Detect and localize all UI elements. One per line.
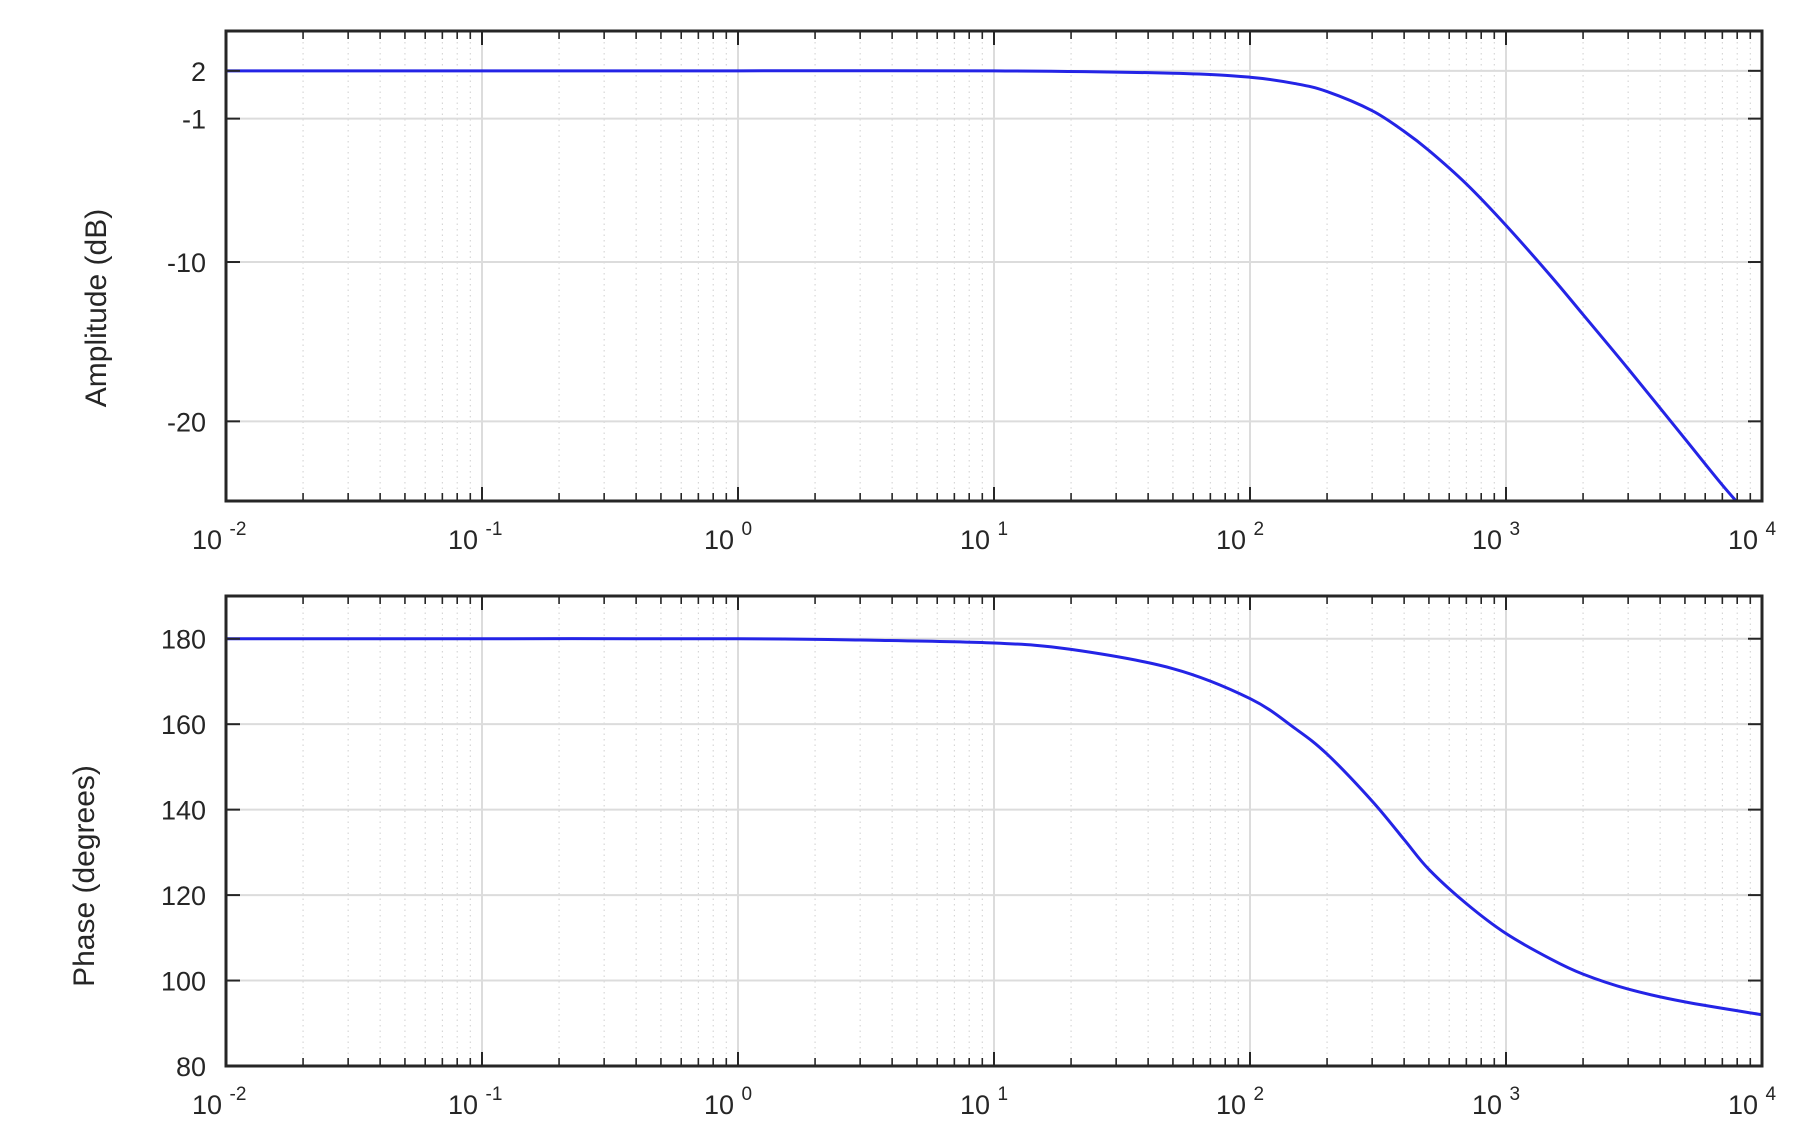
y-tick-label: 2 [191, 57, 206, 87]
y-tick-label: -20 [167, 407, 206, 437]
x-tick-label: 10 -2 [192, 519, 246, 555]
labels-layer: 10 -2 10 -1 10 0 10 1 10 2 10 3 10 42-1-10-20A… [68, 57, 1777, 1120]
x-tick-exponent: 4 [1766, 1084, 1777, 1105]
x-tick-label: 10 2 [1216, 519, 1264, 555]
x-tick-exponent: -2 [230, 1084, 247, 1105]
phase-axis-title: Phase (degrees) [68, 765, 101, 987]
x-tick-label: 10 -2 [192, 1084, 246, 1120]
x-tick-exponent: -2 [230, 519, 247, 540]
x-tick-exponent: 1 [998, 1084, 1009, 1105]
x-tick-label: 10 -1 [448, 1084, 502, 1120]
y-tick-label: 120 [161, 881, 206, 911]
x-tick-exponent: -1 [486, 519, 503, 540]
x-tick-label: 10 3 [1472, 1084, 1520, 1120]
y-tick-label: 80 [176, 1052, 206, 1082]
phase-series-line [226, 637, 1762, 1017]
y-tick-label: 100 [161, 967, 206, 997]
amplitude-series-line [226, 69, 1739, 501]
x-tick-exponent: 1 [998, 519, 1009, 540]
x-tick-label: 10 3 [1472, 519, 1520, 555]
x-tick-label: 10 0 [704, 519, 752, 555]
x-tick-exponent: 0 [742, 519, 753, 540]
x-tick-label: 10 1 [960, 1084, 1008, 1120]
y-tick-label: 140 [161, 796, 206, 826]
x-tick-exponent: 2 [1254, 1084, 1265, 1105]
y-tick-label: 160 [161, 710, 206, 740]
x-tick-exponent: 3 [1510, 1084, 1521, 1105]
amplitude-axis-title: Amplitude (dB) [80, 209, 113, 407]
x-tick-label: 10 0 [704, 1084, 752, 1120]
x-tick-label: 10 4 [1728, 519, 1777, 555]
axes-frame-layer [224, 29, 1764, 1068]
y-tick-label: -1 [182, 105, 206, 135]
x-tick-exponent: 4 [1766, 519, 1777, 540]
x-tick-exponent: 2 [1254, 519, 1265, 540]
x-tick-label: 10 2 [1216, 1084, 1264, 1120]
x-tick-label: 10 -1 [448, 519, 502, 555]
y-tick-label: 180 [161, 625, 206, 655]
x-tick-exponent: 3 [1510, 519, 1521, 540]
x-tick-exponent: 0 [742, 1084, 753, 1105]
amplitude-axes-box [224, 29, 1764, 503]
x-tick-label: 10 4 [1728, 1084, 1777, 1120]
x-tick-label: 10 1 [960, 519, 1008, 555]
x-tick-exponent: -1 [486, 1084, 503, 1105]
phase-axes-box [224, 594, 1764, 1068]
y-tick-label: -10 [167, 248, 206, 278]
series-layer [226, 69, 1762, 1017]
